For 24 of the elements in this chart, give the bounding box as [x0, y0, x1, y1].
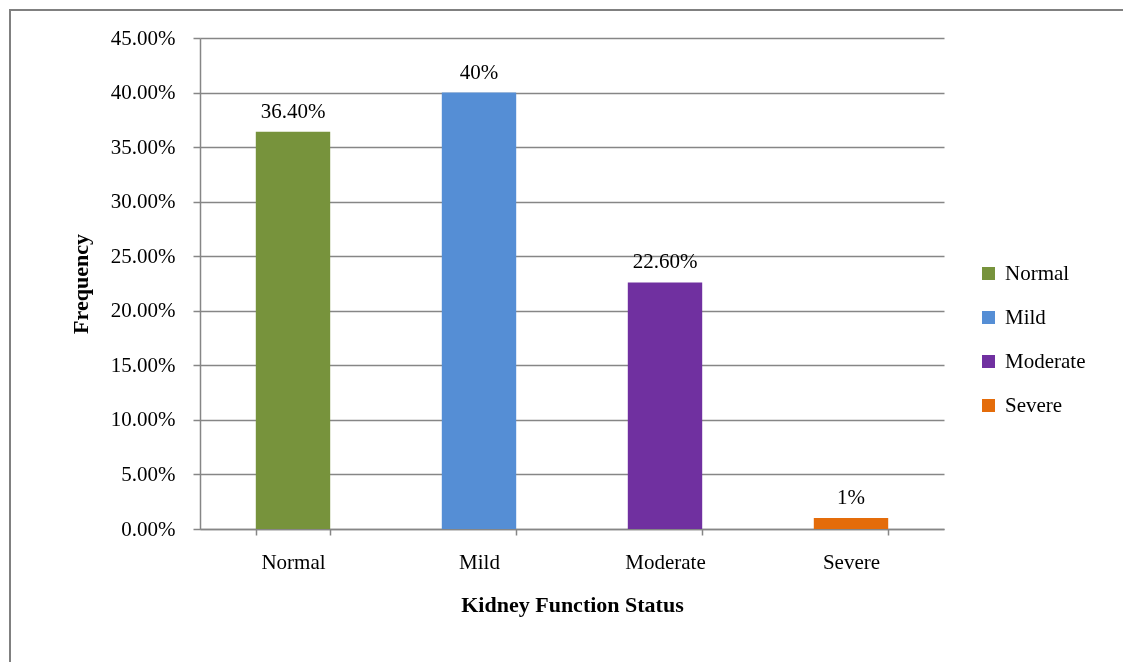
data-label: 40%	[459, 59, 499, 84]
y-tick-label: 20.00%	[110, 298, 176, 323]
y-tick-label: 25.00%	[110, 243, 176, 268]
legend-label: Moderate	[1005, 348, 1086, 373]
y-tick-label: 10.00%	[110, 407, 176, 432]
x-axis-title: Kidney Function Status	[461, 591, 685, 617]
legend-label: Mild	[1005, 304, 1047, 329]
y-tick-label: 30.00%	[110, 189, 176, 214]
x-tick-label: Severe	[822, 549, 881, 574]
y-tick-label: 15.00%	[110, 352, 176, 377]
x-tick-label: Normal	[261, 549, 326, 574]
y-tick-label: 35.00%	[110, 134, 176, 159]
y-tick-label: 0.00%	[121, 516, 176, 541]
data-label: 36.40%	[260, 98, 326, 123]
x-tick-label: Moderate	[625, 549, 706, 574]
x-tick-label: Mild	[459, 549, 501, 574]
y-axis-title: Frequency	[67, 234, 93, 334]
y-tick-label: 45.00%	[110, 25, 176, 50]
legend-label: Normal	[1005, 260, 1070, 285]
data-label: 1%	[837, 485, 865, 510]
legend-label: Severe	[1005, 392, 1063, 417]
data-label: 22.60%	[632, 249, 698, 274]
y-tick-label: 40.00%	[110, 80, 176, 105]
y-tick-label: 5.00%	[121, 461, 176, 486]
